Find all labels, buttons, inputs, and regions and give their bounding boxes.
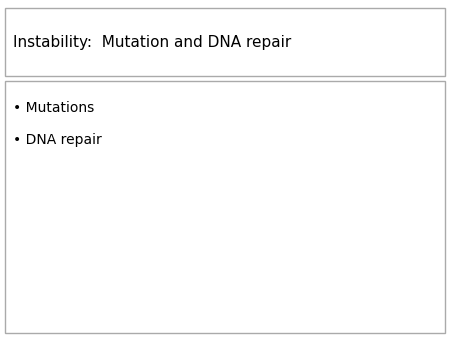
Text: • DNA repair: • DNA repair: [13, 133, 101, 147]
Text: Instability:  Mutation and DNA repair: Instability: Mutation and DNA repair: [13, 35, 291, 50]
FancyBboxPatch shape: [5, 8, 445, 76]
FancyBboxPatch shape: [5, 81, 445, 333]
Text: • Mutations: • Mutations: [13, 101, 94, 115]
